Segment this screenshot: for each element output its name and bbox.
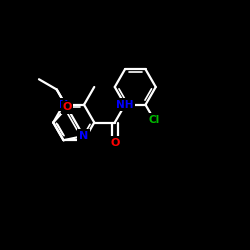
Text: N: N	[59, 100, 68, 110]
Text: Cl: Cl	[148, 115, 160, 125]
Text: NH: NH	[116, 100, 134, 110]
Text: O: O	[62, 102, 72, 112]
Text: N: N	[79, 131, 88, 141]
Text: O: O	[110, 138, 120, 148]
